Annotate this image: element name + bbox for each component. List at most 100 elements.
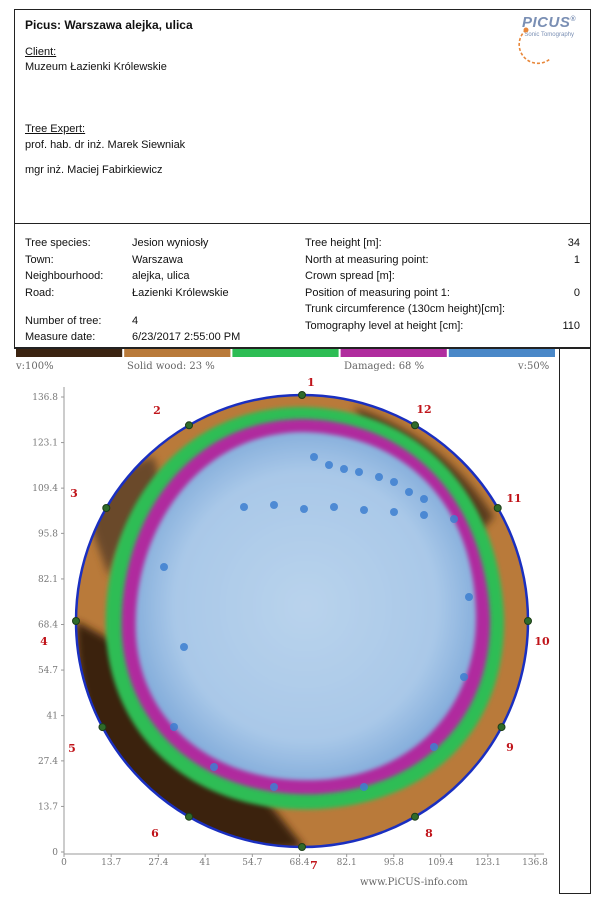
damage-spot [465, 593, 473, 601]
measuring-point-9 [497, 723, 506, 732]
x-tick-label: 0 [61, 858, 67, 868]
y-tick-label: 109.4 [32, 484, 58, 494]
damage-spot [375, 473, 383, 481]
measuring-point-3 [102, 504, 111, 512]
y-tick-label: 13.7 [38, 802, 58, 812]
expert-2: mgr inż. Maciej Fabirkiewicz [25, 164, 163, 176]
footer-website: www.PiCUS-info.com [360, 877, 468, 888]
logo-word: PICUS® [521, 14, 576, 31]
damage-spot [390, 508, 398, 516]
position-label: Position of measuring point 1: [305, 287, 450, 299]
tomogram-panel: v:100% Solid wood: 23 % Damaged: 68 % v:… [14, 347, 591, 894]
road-value: Łazienki Królewskie [132, 287, 229, 299]
x-tick-label: 82.1 [337, 858, 357, 868]
damage-spot [270, 783, 278, 791]
damage-spot [390, 478, 398, 486]
x-tick-label: 136.8 [522, 858, 548, 868]
x-tick-label: 68.4 [289, 858, 309, 868]
legend-swatch-3 [232, 349, 339, 357]
species-value: Jesion wyniosły [132, 237, 209, 249]
measuring-point-label: 2 [153, 404, 161, 417]
y-tick-label: 54.7 [38, 666, 58, 676]
expert-label: Tree Expert: [25, 123, 86, 135]
legend-swatch-1 [16, 349, 123, 357]
damage-spots [160, 453, 473, 791]
damage-spot [340, 465, 348, 473]
measuring-point-label: 11 [506, 492, 521, 505]
legend-solid-label: Solid wood: 23 % [127, 361, 215, 372]
legend-swatch-4 [340, 349, 447, 357]
neighbourhood-label: Neighbourhood: [25, 270, 104, 282]
damage-spot [180, 643, 188, 651]
species-label: Tree species: [25, 237, 91, 249]
damage-spot [170, 723, 178, 731]
damage-spot [355, 468, 363, 476]
tomogram-image [76, 395, 528, 847]
measuring-point-5 [98, 723, 107, 732]
measuring-point-label: 8 [425, 827, 433, 840]
report-frame: Picus: Warszawa alejka, ulica Client: Mu… [14, 9, 591, 349]
x-tick-label: 123.1 [475, 858, 501, 868]
y-tick-label: 41 [47, 712, 58, 722]
damage-spot [300, 505, 308, 513]
measuring-point-label: 4 [40, 635, 48, 648]
tree-number-value: 4 [132, 315, 139, 327]
damage-spot [240, 503, 248, 511]
x-tick-label: 54.7 [242, 858, 262, 868]
date-value: 6/23/2017 2:55:00 PM [132, 331, 241, 343]
x-tick-label: 41 [199, 858, 210, 868]
neighbourhood-value: alejka, ulica [132, 270, 190, 282]
damage-spot [210, 763, 218, 771]
legend-swatch-2 [124, 349, 231, 357]
legend-swatch-5 [448, 349, 555, 357]
damage-spot [310, 453, 318, 461]
measuring-point-label: 12 [416, 403, 431, 416]
logo-arc-icon [518, 27, 551, 65]
tree-height-value: 34 [567, 237, 580, 249]
x-tick-label: 95.8 [384, 858, 404, 868]
town-label: Town: [25, 254, 54, 266]
legend-damaged-label: Damaged: 68 % [344, 361, 424, 372]
measuring-point-12 [411, 421, 419, 430]
x-tick-label: 13.7 [101, 858, 121, 868]
x-tick-label: 27.4 [148, 858, 168, 868]
measuring-point-11 [493, 504, 502, 512]
y-tick-label: 123.1 [32, 439, 58, 449]
town-value: Warszawa [132, 254, 183, 266]
damage-spot [460, 673, 468, 681]
y-tick-label: 82.1 [38, 575, 58, 585]
damage-spot [450, 515, 458, 523]
measuring-point-1 [298, 391, 306, 399]
client-name: Muzeum Łazienki Królewskie [25, 61, 167, 73]
legend-left-label: v:100% [15, 361, 54, 372]
damage-spot [420, 511, 428, 519]
damage-spot [325, 461, 333, 469]
measuring-point-10 [524, 617, 532, 625]
y-tick-label: 95.8 [38, 529, 58, 539]
damage-spot [405, 488, 413, 496]
crown-label: Crown spread [m]: [305, 270, 395, 282]
y-tick-label: 27.4 [38, 757, 58, 767]
client-label: Client: [25, 46, 57, 58]
measuring-point-label: 3 [70, 487, 78, 500]
damage-spot [430, 743, 438, 751]
measuring-point-label: 7 [310, 859, 318, 872]
logo-subtitle: Sonic Tomography [524, 32, 574, 38]
measuring-point-label: 10 [534, 635, 550, 648]
picus-logo: PICUS® Sonic Tomography [500, 14, 580, 72]
legend-color-bar [16, 349, 555, 357]
y-tick-label: 0 [52, 848, 58, 858]
measuring-point-label: 5 [68, 742, 76, 755]
tomogram-svg: v:100% Solid wood: 23 % Damaged: 68 % v:… [15, 349, 555, 888]
y-tick-label: 68.4 [38, 621, 58, 631]
damage-spot [420, 495, 428, 503]
x-tick-labels: 0 13.7 27.4 41 54.7 68.4 82.1 95.8 109.4 123.1 136… [61, 854, 548, 868]
x-tick-label: 109.4 [428, 858, 454, 868]
legend-right-label: v:50% [517, 361, 549, 372]
damage-spot [160, 563, 168, 571]
damage-spot [360, 506, 368, 514]
damage-spot [330, 503, 338, 511]
tree-info-table: Tree species: Jesion wyniosły Town: Wars… [15, 224, 590, 348]
trunk-label: Trunk circumference (130cm height)[cm]: [305, 303, 506, 315]
